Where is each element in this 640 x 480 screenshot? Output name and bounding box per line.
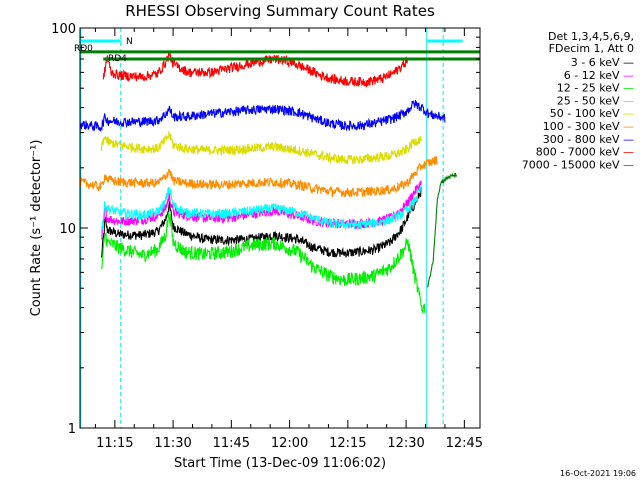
legend: Det 1,3,4,5,6,9, FDecim 1, Att 0 3 - 6 k…	[522, 30, 634, 171]
legend-entry-5: 50 - 100 keV —	[550, 107, 634, 120]
legend-header-line-1: Det 1,3,4,5,6,9,	[548, 30, 634, 43]
x-tick-label: 11:30	[154, 436, 191, 451]
timestamp: 16-Oct-2021 19:06	[560, 469, 636, 478]
x-axis: 11:15 11:30 11:45 12:00 12:15 12:30 12:45	[94, 28, 483, 451]
x-tick-label: 11:15	[96, 436, 133, 451]
legend-swatch: —	[623, 94, 634, 107]
legend-swatch: —	[623, 146, 634, 159]
x-tick-label: 11:45	[213, 436, 250, 451]
x-tick-label: 12:30	[387, 436, 424, 451]
legend-entry-2: 6 - 12 keV —	[564, 69, 634, 82]
x-tick-label: 12:00	[271, 436, 308, 451]
series-line-6	[80, 155, 438, 198]
legend-swatch: —	[623, 107, 634, 120]
x-tick-label: 12:45	[446, 436, 483, 451]
legend-swatch: —	[623, 158, 634, 171]
flag-label-rd0: RD0	[74, 44, 93, 54]
legend-swatch: —	[623, 69, 634, 82]
series-line-4	[100, 185, 423, 234]
legend-entry-9: 7000 - 15000 keV —	[522, 158, 634, 171]
y-axis: 1 10 100	[51, 22, 480, 437]
legend-swatch: —	[623, 82, 634, 95]
legend-swatch: —	[623, 133, 634, 146]
legend-entry-8: 800 - 7000 keV —	[536, 146, 634, 159]
y-tick-label: 1	[68, 422, 76, 437]
y-axis-title: Count Rate (s⁻¹ detector⁻¹)	[29, 140, 44, 317]
legend-entry-1: 3 - 6 keV —	[571, 56, 634, 69]
plot-frame	[79, 27, 481, 429]
series-line-8	[102, 51, 409, 88]
series-line-7	[80, 99, 446, 132]
series-line-5	[100, 131, 423, 165]
legend-entry-4: 25 - 50 keV —	[557, 94, 634, 107]
y-tick-label: 10	[59, 222, 76, 237]
legend-swatch: —	[623, 120, 634, 133]
legend-swatch: —	[623, 56, 634, 69]
chart-title: RHESSI Observing Summary Count Rates	[125, 2, 435, 20]
legend-entry-7: 300 - 800 keV —	[543, 133, 634, 146]
legend-entry-6: 100 - 300 keV —	[543, 120, 634, 133]
flag-label-rd4: RD4	[108, 54, 127, 64]
x-axis-title: Start Time (13-Dec-09 11:06:02)	[174, 456, 386, 471]
plot-area: RD0 RD4 N	[74, 28, 480, 428]
x-tick-label: 12:15	[329, 436, 366, 451]
series-line-1	[100, 186, 423, 258]
series-line-9	[427, 172, 458, 288]
flag-label-n: N	[126, 37, 133, 47]
y-tick-label: 100	[51, 22, 76, 37]
legend-header-line-2: FDecim 1, Att 0	[549, 42, 634, 55]
legend-entry-3: 12 - 25 keV —	[557, 82, 634, 95]
series-line-3	[100, 212, 426, 314]
plot-content	[80, 28, 480, 428]
